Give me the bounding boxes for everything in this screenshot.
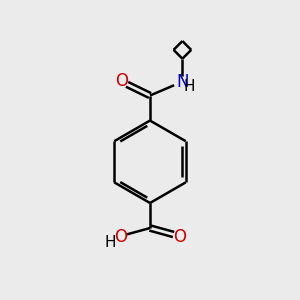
Text: H: H — [105, 235, 116, 250]
Text: H: H — [184, 79, 195, 94]
Text: O: O — [114, 229, 127, 247]
Text: O: O — [115, 72, 128, 90]
Text: N: N — [176, 73, 189, 91]
Text: O: O — [173, 228, 186, 246]
